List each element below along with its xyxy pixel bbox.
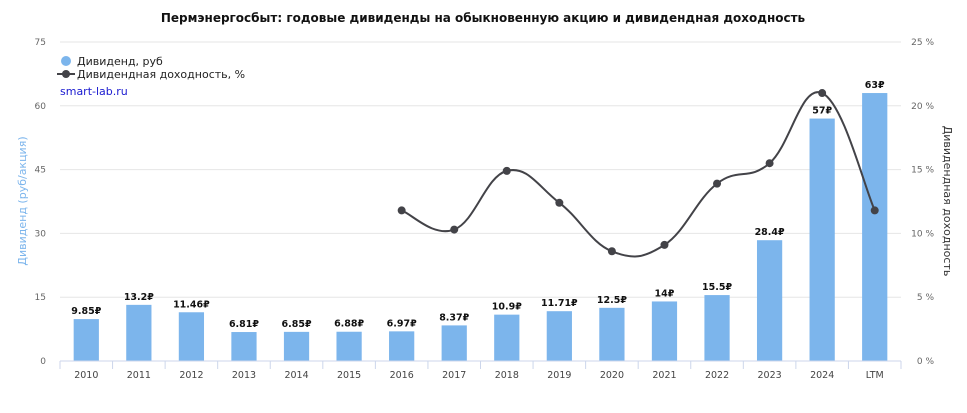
right-tick-label: 15 %: [911, 166, 934, 176]
x-tick-label: 2024: [810, 370, 834, 381]
x-tick-label: 2021: [652, 370, 676, 381]
bar[interactable]: [73, 319, 99, 361]
yield-line: [401, 91, 876, 258]
yield-point[interactable]: [555, 198, 564, 207]
right-axis-ticks: 0 % 5 % 10 % 15 % 20 % 25 %: [911, 38, 934, 367]
bar-data-label: 13.2₽: [124, 292, 154, 303]
bar-data-label: 11.71₽: [541, 298, 578, 309]
bar[interactable]: [809, 118, 835, 361]
bar-data-label: 12.5₽: [597, 295, 627, 306]
bar-data-label: 6.88₽: [334, 319, 364, 330]
yield-point[interactable]: [870, 206, 879, 215]
yield-point[interactable]: [765, 159, 774, 168]
x-tick-label: 2010: [74, 370, 98, 381]
legend-item-yield[interactable]: Дивидендная доходность, %: [57, 68, 245, 81]
bar[interactable]: [178, 312, 205, 361]
x-tick-label: LTM: [866, 370, 884, 381]
bar[interactable]: [756, 240, 783, 361]
bar-data-label: 11.46₽: [173, 299, 210, 310]
legend-item-dividend[interactable]: Дивиденд, руб: [61, 55, 163, 68]
bar-data-label: 6.97₽: [387, 318, 417, 329]
bar[interactable]: [126, 304, 152, 361]
bar[interactable]: [546, 311, 572, 361]
legend-yield-label: Дивидендная доходность, %: [77, 68, 245, 81]
yield-point[interactable]: [397, 206, 406, 215]
bar[interactable]: [704, 295, 730, 361]
bar-data-label: 9.85₽: [71, 306, 101, 317]
x-tick-label: 2017: [442, 370, 466, 381]
yield-point[interactable]: [713, 179, 722, 188]
bar-data-label: 10.9₽: [492, 302, 522, 313]
bar-data-labels: 9.85₽ 13.2₽ 11.46₽ 6.81₽ 6.85₽ 6.88₽ 6.97₽ 8.37…: [71, 80, 885, 330]
credit-link[interactable]: smart-lab.ru: [60, 85, 128, 98]
yield-point[interactable]: [818, 89, 827, 98]
legend-dividend-marker: [61, 56, 71, 66]
x-tick-label: 2022: [705, 370, 729, 381]
bar[interactable]: [283, 331, 310, 361]
bar-series: [73, 93, 888, 361]
bar[interactable]: [336, 331, 362, 361]
legend: Дивиденд, руб Дивидендная доходность, %: [57, 55, 245, 81]
bar-data-label: 14₽: [655, 288, 675, 299]
x-tick-label: 2011: [127, 370, 151, 381]
right-tick-label: 10 %: [911, 229, 934, 239]
bar-data-label: 6.85₽: [282, 319, 312, 330]
x-tick-label: 2019: [547, 370, 571, 381]
x-axis-ticks: 2010 2011 2012 2013 2014 2015 2016 2017 2018 2019…: [59, 361, 902, 381]
left-tick-label: 60: [35, 102, 47, 112]
yield-point[interactable]: [502, 166, 511, 175]
x-tick-label: 2014: [284, 370, 308, 381]
bar-data-label: 6.81₽: [229, 319, 259, 330]
x-tick-label: 2015: [337, 370, 361, 381]
right-tick-label: 5 %: [917, 293, 935, 303]
bar[interactable]: [862, 93, 888, 361]
bar-data-label: 63₽: [865, 80, 885, 91]
bar[interactable]: [441, 325, 467, 361]
bar-data-label: 57₽: [812, 106, 832, 117]
x-tick-label: 2018: [495, 370, 519, 381]
y-axis-label-left: Дивиденд (руб/акция): [16, 136, 29, 265]
yield-point[interactable]: [607, 247, 616, 256]
yield-line-series: [397, 89, 879, 258]
bar-data-label: 15.5₽: [702, 282, 732, 293]
bar[interactable]: [389, 331, 415, 361]
left-tick-label: 75: [35, 38, 46, 48]
left-tick-label: 0: [40, 357, 46, 367]
bar-data-label: 28.4₽: [755, 227, 785, 238]
left-tick-label: 45: [35, 166, 46, 176]
left-tick-label: 30: [35, 229, 47, 239]
bar[interactable]: [231, 332, 257, 361]
yield-point[interactable]: [660, 240, 669, 249]
x-tick-label: 2023: [758, 370, 782, 381]
x-tick-label: 2012: [179, 370, 203, 381]
right-tick-label: 20 %: [911, 102, 934, 112]
left-tick-label: 15: [35, 293, 46, 303]
legend-yield-marker: [62, 70, 70, 78]
legend-dividend-label: Дивиденд, руб: [77, 55, 163, 68]
y-axis-label-right: Дивидендная доходность: [941, 126, 954, 277]
x-tick-label: 2020: [600, 370, 624, 381]
x-tick-label: 2016: [390, 370, 414, 381]
chart-title: Пермэнергосбыт: годовые дивиденды на обы…: [161, 11, 806, 25]
x-tick-label: 2013: [232, 370, 256, 381]
right-tick-label: 0 %: [917, 357, 935, 367]
bar[interactable]: [494, 314, 520, 361]
bar[interactable]: [599, 307, 625, 361]
yield-point[interactable]: [450, 225, 459, 234]
right-tick-label: 25 %: [911, 38, 934, 48]
bar-data-label: 8.37₽: [439, 312, 469, 323]
bar[interactable]: [651, 301, 678, 361]
left-axis-ticks: 0 15 30 45 60 75: [35, 38, 47, 367]
